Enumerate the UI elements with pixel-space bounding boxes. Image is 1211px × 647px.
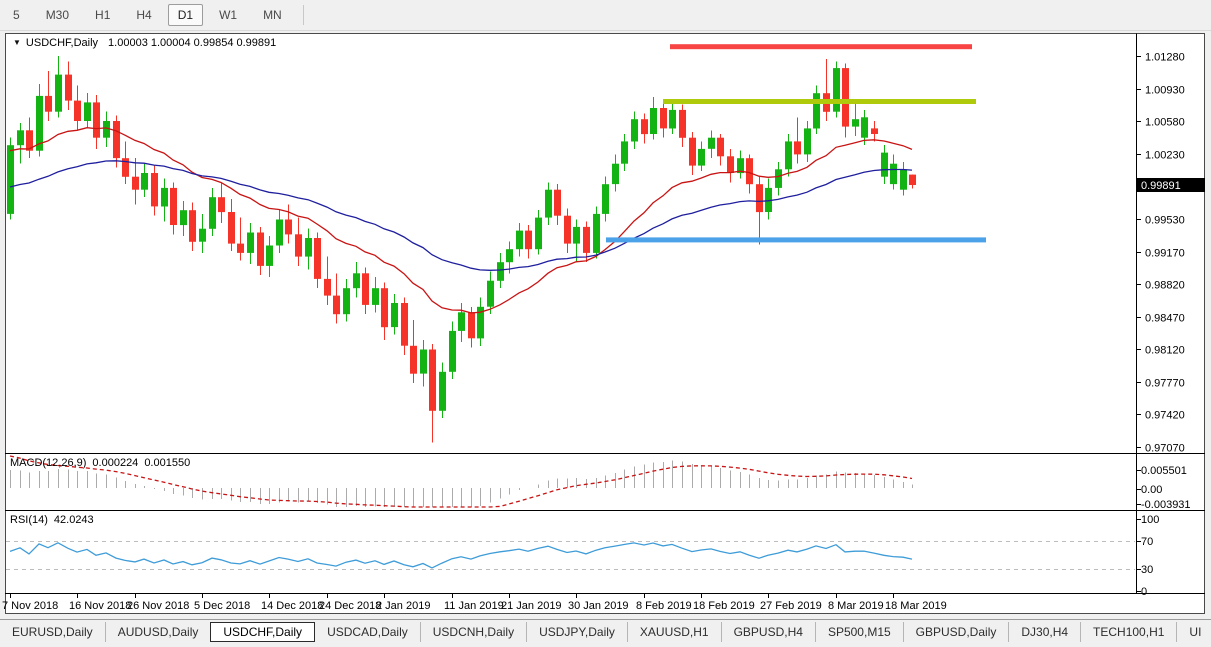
svg-text:0.97770: 0.97770: [1145, 378, 1185, 390]
toolbar-separator: [302, 5, 304, 25]
tab-usdjpy-daily[interactable]: USDJPY,Daily: [526, 621, 627, 642]
tab-gbpusd-h4[interactable]: GBPUSD,H4: [720, 621, 815, 642]
svg-text:27 Feb 2019: 27 Feb 2019: [760, 600, 822, 612]
tab-overflow[interactable]: UI: [1176, 621, 1211, 642]
svg-text:30: 30: [1141, 564, 1153, 576]
svg-text:-0.003931: -0.003931: [1141, 499, 1191, 511]
svg-text:0.97420: 0.97420: [1145, 410, 1185, 422]
tab-xauusd-h1[interactable]: XAUUSD,H1: [626, 621, 721, 642]
svg-text:0: 0: [1141, 586, 1147, 598]
tab-gbpusd-daily[interactable]: GBPUSD,Daily: [902, 621, 1009, 642]
tab-usdcad-daily[interactable]: USDCAD,Daily: [327, 624, 408, 639]
svg-text:0.98120: 0.98120: [1145, 345, 1185, 357]
svg-text:26 Nov 2018: 26 Nov 2018: [127, 600, 189, 612]
symbol-tabbar: EURUSD,Daily AUDUSD,Daily USDCHF,Daily U…: [0, 619, 1211, 643]
tab-usdchf-daily[interactable]: USDCHF,Daily: [210, 621, 316, 642]
tab-usdcnh-daily[interactable]: USDCNH,Daily: [419, 621, 526, 642]
svg-text:1.01280: 1.01280: [1145, 52, 1185, 64]
timeframe-h4-button[interactable]: H4: [136, 8, 152, 22]
svg-text:70: 70: [1141, 536, 1153, 548]
svg-text:30 Jan 2019: 30 Jan 2019: [568, 600, 629, 612]
svg-text:8 Mar 2019: 8 Mar 2019: [828, 600, 884, 612]
svg-text:2 Jan 2019: 2 Jan 2019: [376, 600, 430, 612]
svg-text:18 Mar 2019: 18 Mar 2019: [885, 600, 947, 612]
svg-text:0.98470: 0.98470: [1145, 313, 1185, 325]
tab-dj30-h4[interactable]: DJ30,H4: [1008, 621, 1080, 642]
svg-text:0.97070: 0.97070: [1145, 443, 1185, 455]
timeframe-w1-button[interactable]: W1: [219, 8, 238, 22]
timeframe-mn-button[interactable]: MN: [263, 8, 282, 22]
tab-eurusd-daily[interactable]: EURUSD,Daily: [12, 624, 93, 639]
svg-text:24 Dec 2018: 24 Dec 2018: [319, 600, 381, 612]
svg-text:21 Jan 2019: 21 Jan 2019: [501, 600, 562, 612]
svg-text:16 Nov 2018: 16 Nov 2018: [69, 600, 131, 612]
timeframe-h1-button[interactable]: H1: [95, 8, 111, 22]
timeframe-m30-button[interactable]: M30: [45, 8, 70, 22]
svg-text:0.005501: 0.005501: [1141, 465, 1187, 477]
svg-text:1.00580: 1.00580: [1145, 117, 1185, 129]
svg-text:11 Jan 2019: 11 Jan 2019: [444, 600, 504, 612]
tab-audusd-daily[interactable]: AUDUSD,Daily: [104, 621, 211, 642]
svg-text:0.99170: 0.99170: [1145, 248, 1185, 260]
chart-window: [5, 33, 1205, 614]
svg-text:1.00930: 1.00930: [1145, 85, 1185, 97]
svg-text:0.00: 0.00: [1141, 484, 1162, 496]
timeframe-m5-button[interactable]: 5: [13, 8, 20, 22]
timeframe-d1-button[interactable]: D1: [167, 4, 204, 26]
svg-text:1.00230: 1.00230: [1145, 150, 1185, 162]
svg-text:100: 100: [1141, 514, 1159, 526]
svg-text:7 Nov 2018: 7 Nov 2018: [2, 600, 58, 612]
svg-text:0.99530: 0.99530: [1145, 215, 1185, 227]
svg-text:5 Dec 2018: 5 Dec 2018: [194, 600, 250, 612]
tab-sp500-m15[interactable]: SP500,M15: [814, 621, 903, 642]
tab-tech100-h1[interactable]: TECH100,H1: [1080, 621, 1176, 642]
svg-text:0.99891: 0.99891: [1141, 180, 1181, 192]
svg-text:8 Feb 2019: 8 Feb 2019: [636, 600, 692, 612]
svg-text:0.98820: 0.98820: [1145, 280, 1185, 292]
svg-text:14 Dec 2018: 14 Dec 2018: [261, 600, 323, 612]
timeframe-toolbar: 5 M30 H1 H4 D1 W1 MN: [0, 0, 1211, 31]
svg-text:18 Feb 2019: 18 Feb 2019: [693, 600, 755, 612]
